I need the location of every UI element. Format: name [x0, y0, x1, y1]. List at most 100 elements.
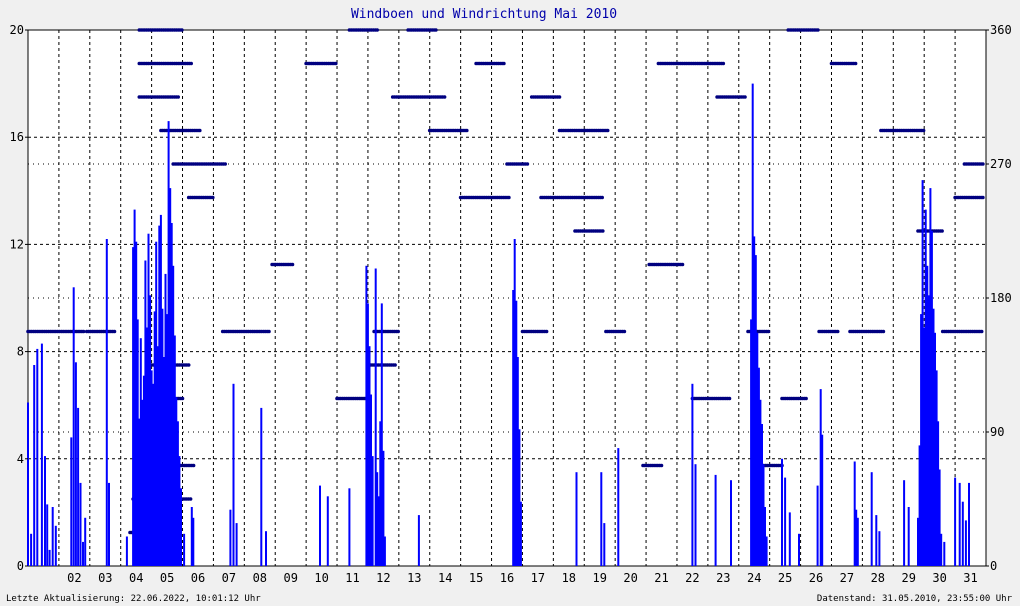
direction-point	[853, 61, 858, 66]
gust-bar	[798, 533, 800, 566]
gust-bar	[150, 370, 153, 566]
gust-bar	[82, 541, 84, 566]
x-tick-label: 14	[438, 571, 452, 585]
x-tick-label: 30	[932, 571, 946, 585]
gust-bar	[943, 541, 946, 566]
direction-point	[211, 195, 215, 200]
direction-point	[81, 329, 86, 334]
x-tick-label: 25	[778, 571, 792, 585]
direction-point	[465, 128, 469, 133]
gust-bar	[819, 389, 822, 566]
gust-bar	[816, 485, 819, 566]
direction-point	[396, 329, 401, 334]
gust-bar	[79, 482, 82, 566]
x-tick-label: 19	[592, 571, 606, 585]
gust-bar	[926, 265, 929, 566]
gust-bar	[176, 421, 179, 566]
direction-point	[743, 95, 747, 99]
direction-point	[835, 329, 840, 334]
gust-bar	[135, 241, 138, 566]
direction-point	[180, 396, 185, 401]
gust-bar	[46, 504, 49, 566]
direction-point	[180, 28, 184, 32]
gust-bar	[515, 300, 518, 566]
gust-bar	[856, 517, 859, 566]
gust-bar	[788, 512, 791, 566]
gust-bar	[714, 474, 717, 566]
gust-bar	[229, 509, 232, 566]
gust-bar	[125, 536, 128, 566]
gust-bar	[929, 188, 932, 566]
gust-bar	[924, 209, 927, 566]
direction-point	[189, 61, 193, 66]
gust-bar	[30, 533, 33, 566]
tick-labels-layer: 02 03 04 05 06 07 08 09 10 11 12 13 14 15 16 17 18 19 20 21…	[10, 23, 1012, 585]
direction-point	[176, 95, 180, 99]
gust-bar	[750, 319, 753, 566]
x-tick-label: 18	[562, 571, 576, 585]
gust-bar	[370, 394, 372, 566]
gust-bar	[260, 407, 263, 566]
x-tick-label: 28	[871, 571, 885, 585]
gust-bar	[138, 418, 141, 566]
direction-point	[680, 262, 685, 267]
x-tick-label: 26	[809, 571, 823, 585]
gust-bar	[958, 482, 961, 566]
gust-bar	[164, 273, 167, 566]
gust-bar	[937, 421, 940, 566]
x-tick-label: 22	[685, 571, 699, 585]
gust-bar	[169, 188, 172, 566]
x-tick-label: 17	[531, 571, 545, 585]
direction-point	[605, 128, 610, 133]
direction-point	[981, 195, 985, 200]
y-left-tick-label: 12	[10, 237, 24, 251]
gust-bar	[48, 549, 51, 566]
gust-bar	[190, 507, 193, 566]
x-tick-label: 05	[160, 571, 174, 585]
gust-bar	[383, 536, 386, 566]
gust-bar	[74, 362, 77, 566]
gust-bar	[907, 507, 910, 566]
chart-title: Windboen und Windrichtung Mai 2010	[351, 7, 617, 22]
direction-point	[721, 61, 726, 66]
gust-bar	[382, 450, 385, 566]
direction-point	[544, 329, 549, 334]
gust-bar	[518, 429, 521, 566]
gust-bar	[163, 357, 165, 566]
y-right-tick-label: 180	[990, 291, 1012, 305]
gust-bar	[756, 332, 759, 566]
gust-bar	[762, 464, 765, 566]
x-tick-label: 23	[716, 571, 730, 585]
x-tick-label: 07	[222, 571, 236, 585]
footer-last-update: Letzte Aktualisierung: 22.06.2022, 10:01…	[6, 594, 261, 604]
x-tick-label: 02	[67, 571, 81, 585]
gust-bar	[600, 472, 603, 566]
direction-point	[816, 28, 820, 32]
x-tick-label: 13	[407, 571, 421, 585]
x-tick-label: 04	[129, 571, 143, 585]
gust-bar	[183, 533, 186, 566]
x-tick-label: 24	[747, 571, 761, 585]
gust-bar	[934, 332, 936, 566]
x-tick-label: 31	[963, 571, 977, 585]
y-right-tick-label: 90	[990, 425, 1004, 439]
gust-bar	[348, 488, 351, 566]
x-tick-label: 21	[654, 571, 668, 585]
gust-bar	[133, 209, 136, 566]
direction-point	[981, 162, 985, 166]
gust-bar	[40, 343, 43, 566]
gust-bar	[575, 472, 578, 566]
gust-bar	[855, 509, 858, 566]
y-left-tick-label: 8	[17, 345, 24, 359]
gust-bar	[44, 456, 46, 566]
gust-bar	[144, 260, 147, 566]
x-tick-label: 29	[901, 571, 915, 585]
gust-bar	[36, 348, 39, 566]
x-tick-label: 12	[376, 571, 390, 585]
gust-bar	[754, 255, 757, 566]
grid-layer	[28, 30, 986, 566]
direction-point	[112, 329, 117, 334]
gust-bar	[155, 241, 158, 566]
